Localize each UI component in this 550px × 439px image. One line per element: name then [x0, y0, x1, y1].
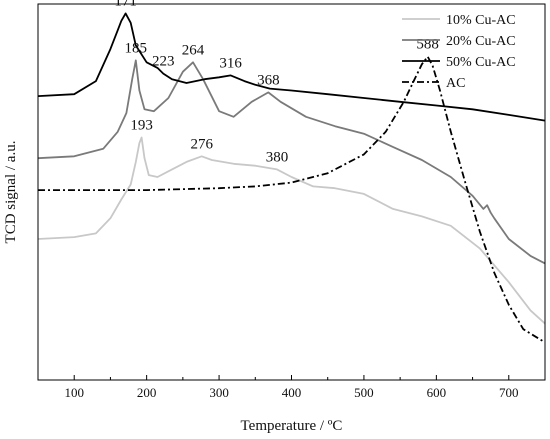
series-line-4 — [38, 55, 546, 344]
peak-label-193: 193 — [130, 117, 153, 133]
legend-label-3: 50% Cu-AC — [446, 55, 516, 70]
legend: 10% Cu-AC 20% Cu-AC 50% Cu-AC AC — [402, 13, 516, 91]
series-line-2 — [37, 59, 546, 265]
x-axis-label: Temperature / ºC — [241, 418, 343, 434]
legend-label-1: 10% Cu-AC — [446, 13, 516, 28]
plot-series — [37, 12, 546, 344]
x-tick-label: 400 — [282, 385, 302, 400]
peak-label-185: 185 — [125, 40, 148, 56]
y-axis-label: TCD signal / a.u. — [3, 141, 19, 244]
peak-label-380: 380 — [266, 149, 289, 165]
series-line-1 — [37, 136, 546, 325]
peak-label-264: 264 — [182, 42, 205, 58]
legend-label-4: AC — [446, 76, 465, 91]
x-tick-label: 600 — [427, 385, 447, 400]
legend-label-2: 20% Cu-AC — [446, 34, 516, 49]
peak-labels: 171 223 316 185 264 368 588 193 276 380 — [114, 0, 439, 165]
peak-label-276: 276 — [190, 136, 213, 152]
series-line-3 — [37, 12, 546, 122]
x-tick-label: 700 — [499, 385, 519, 400]
peak-label-171: 171 — [114, 0, 137, 9]
x-tick-label: 500 — [354, 385, 374, 400]
x-tick-label: 200 — [137, 385, 157, 400]
peak-label-368: 368 — [257, 72, 280, 88]
peak-label-316: 316 — [219, 55, 242, 71]
peak-label-588: 588 — [416, 37, 439, 53]
peak-label-223: 223 — [152, 54, 175, 70]
x-tick-label: 100 — [64, 385, 84, 400]
x-axis-ticks: 100 200 300 400 500 600 700 — [37, 375, 546, 400]
x-tick-label: 300 — [209, 385, 229, 400]
